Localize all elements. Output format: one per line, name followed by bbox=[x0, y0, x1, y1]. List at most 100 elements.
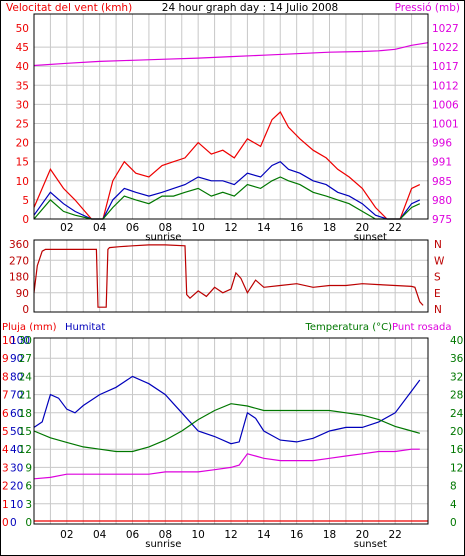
temperature-tick-label: 4 bbox=[450, 499, 457, 511]
series-wind-direction bbox=[33, 244, 424, 308]
direction-compass-label: N bbox=[434, 239, 442, 251]
humidity-tick-label: 90 bbox=[10, 353, 23, 365]
temperature-inner-tick-label: 30 bbox=[19, 335, 32, 347]
direction-compass-label: S bbox=[434, 272, 441, 284]
time-tick-label: 02 bbox=[60, 222, 73, 234]
humidity-tick-label: 10 bbox=[10, 499, 23, 511]
temperature-inner-tick-label: 27 bbox=[19, 353, 32, 365]
time-tick-label: 20 bbox=[356, 529, 369, 541]
humidity-tick-label: 20 bbox=[10, 481, 23, 493]
direction-compass-label: N bbox=[434, 304, 442, 316]
wind-tick-label: 25 bbox=[16, 119, 29, 131]
humidity-tick-label: 30 bbox=[10, 462, 23, 474]
time-tick-label: 16 bbox=[290, 222, 304, 234]
sunset-label-bottom: sunset bbox=[354, 539, 387, 550]
series-velocitat-del-vent-kmh- bbox=[33, 111, 421, 220]
time-tick-label: 06 bbox=[126, 222, 140, 234]
temperature-inner-tick-label: 12 bbox=[19, 444, 32, 456]
temperature-tick-label: 24 bbox=[450, 408, 464, 420]
rain-tick-label: 8 bbox=[2, 371, 9, 383]
time-tick-label: 10 bbox=[191, 529, 204, 541]
time-tick-label: 22 bbox=[388, 529, 401, 541]
humidity-axis-title: Humitat bbox=[65, 322, 105, 333]
time-tick-label: 10 bbox=[191, 222, 204, 234]
rain-tick-label: 6 bbox=[2, 408, 9, 420]
pressure-tick-label: 1027 bbox=[432, 23, 459, 35]
temperature-tick-label: 36 bbox=[450, 353, 464, 365]
direction-degree-label: 0 bbox=[22, 304, 29, 316]
pressure-tick-label: 975 bbox=[432, 214, 452, 226]
time-tick-label: 22 bbox=[388, 222, 401, 234]
wind-tick-label: 40 bbox=[16, 61, 29, 73]
pressure-tick-label: 1017 bbox=[432, 61, 459, 73]
sunset-label-top: sunset bbox=[354, 232, 387, 243]
rain-tick-label: 4 bbox=[2, 444, 9, 456]
temperature-tick-label: 12 bbox=[450, 462, 463, 474]
temperature-inner-tick-label: 9 bbox=[25, 462, 32, 474]
humidity-panel-frame bbox=[33, 337, 429, 525]
direction-degree-label: 360 bbox=[9, 239, 29, 251]
pressure-tick-label: 980 bbox=[432, 195, 452, 207]
sunrise-label-top: sunrise bbox=[145, 232, 181, 243]
temperature-tick-label: 16 bbox=[450, 444, 464, 456]
time-tick-label: 04 bbox=[93, 222, 107, 234]
direction-degree-label: 180 bbox=[9, 272, 29, 284]
rain-tick-label: 7 bbox=[2, 390, 9, 402]
direction-compass-label: W bbox=[434, 255, 445, 267]
temperature-tick-label: 8 bbox=[450, 481, 457, 493]
pressure-tick-label: 1001 bbox=[432, 119, 459, 131]
pressure-tick-label: 1006 bbox=[432, 99, 459, 111]
rain-tick-label: 9 bbox=[2, 353, 9, 365]
humidity-tick-label: 60 bbox=[10, 408, 23, 420]
temperature-inner-tick-label: 0 bbox=[25, 517, 32, 529]
pressure-tick-label: 1022 bbox=[432, 42, 459, 54]
rain-tick-label: 0 bbox=[2, 517, 9, 529]
dewpoint-axis-title: Punt rosada bbox=[392, 322, 451, 333]
temperature-inner-tick-label: 21 bbox=[19, 390, 32, 402]
temperature-tick-label: 20 bbox=[450, 426, 463, 438]
time-tick-label: 18 bbox=[323, 529, 336, 541]
rain-tick-label: 3 bbox=[2, 462, 9, 474]
humidity-tick-label: 80 bbox=[10, 371, 23, 383]
rain-tick-label: 5 bbox=[2, 426, 9, 438]
temperature-tick-label: 0 bbox=[450, 517, 457, 529]
temperature-inner-tick-label: 24 bbox=[19, 371, 33, 383]
time-tick-label: 14 bbox=[257, 222, 271, 234]
humidity-tick-label: 100 bbox=[10, 335, 30, 347]
temperature-inner-tick-label: 18 bbox=[19, 408, 32, 420]
series-mitjana-vent bbox=[33, 160, 421, 220]
pressure-tick-label: 985 bbox=[432, 176, 452, 188]
humidity-tick-label: 70 bbox=[10, 390, 23, 402]
humidity-temperature-panel: 0123456789100102030405060708090100036912… bbox=[2, 335, 464, 550]
series-pressi-mb- bbox=[33, 42, 429, 67]
time-tick-label: 16 bbox=[290, 529, 304, 541]
temperature-tick-label: 32 bbox=[450, 371, 463, 383]
temperature-tick-label: 28 bbox=[450, 390, 463, 402]
time-tick-label: 18 bbox=[323, 222, 336, 234]
time-tick-label: 06 bbox=[126, 529, 140, 541]
humidity-tick-label: 0 bbox=[10, 517, 17, 529]
header-left: Velocitat del vent (kmh) bbox=[6, 2, 132, 14]
rain-tick-label: 10 bbox=[2, 335, 15, 347]
rain-tick-label: 1 bbox=[2, 499, 9, 511]
series-punt-rosada bbox=[33, 448, 420, 480]
series-humitat bbox=[33, 375, 421, 445]
wind-tick-label: 50 bbox=[16, 23, 29, 35]
time-tick-label: 08 bbox=[159, 222, 172, 234]
temperature-axis-title: Temperatura (°C) bbox=[304, 322, 392, 333]
time-tick-label: 20 bbox=[356, 222, 369, 234]
wind-tick-label: 10 bbox=[16, 176, 29, 188]
temperature-inner-tick-label: 3 bbox=[25, 499, 32, 511]
series-r-fega bbox=[33, 176, 421, 220]
time-tick-label: 04 bbox=[93, 529, 107, 541]
time-tick-label: 14 bbox=[257, 529, 271, 541]
header-right: Pressió (mb) bbox=[395, 2, 460, 14]
humidity-tick-label: 40 bbox=[10, 444, 23, 456]
rain-tick-label: 2 bbox=[2, 481, 9, 493]
direction-degree-label: 270 bbox=[9, 255, 29, 267]
wind-tick-label: 5 bbox=[22, 195, 29, 207]
humidity-tick-label: 50 bbox=[10, 426, 23, 438]
temperature-inner-tick-label: 15 bbox=[19, 426, 32, 438]
